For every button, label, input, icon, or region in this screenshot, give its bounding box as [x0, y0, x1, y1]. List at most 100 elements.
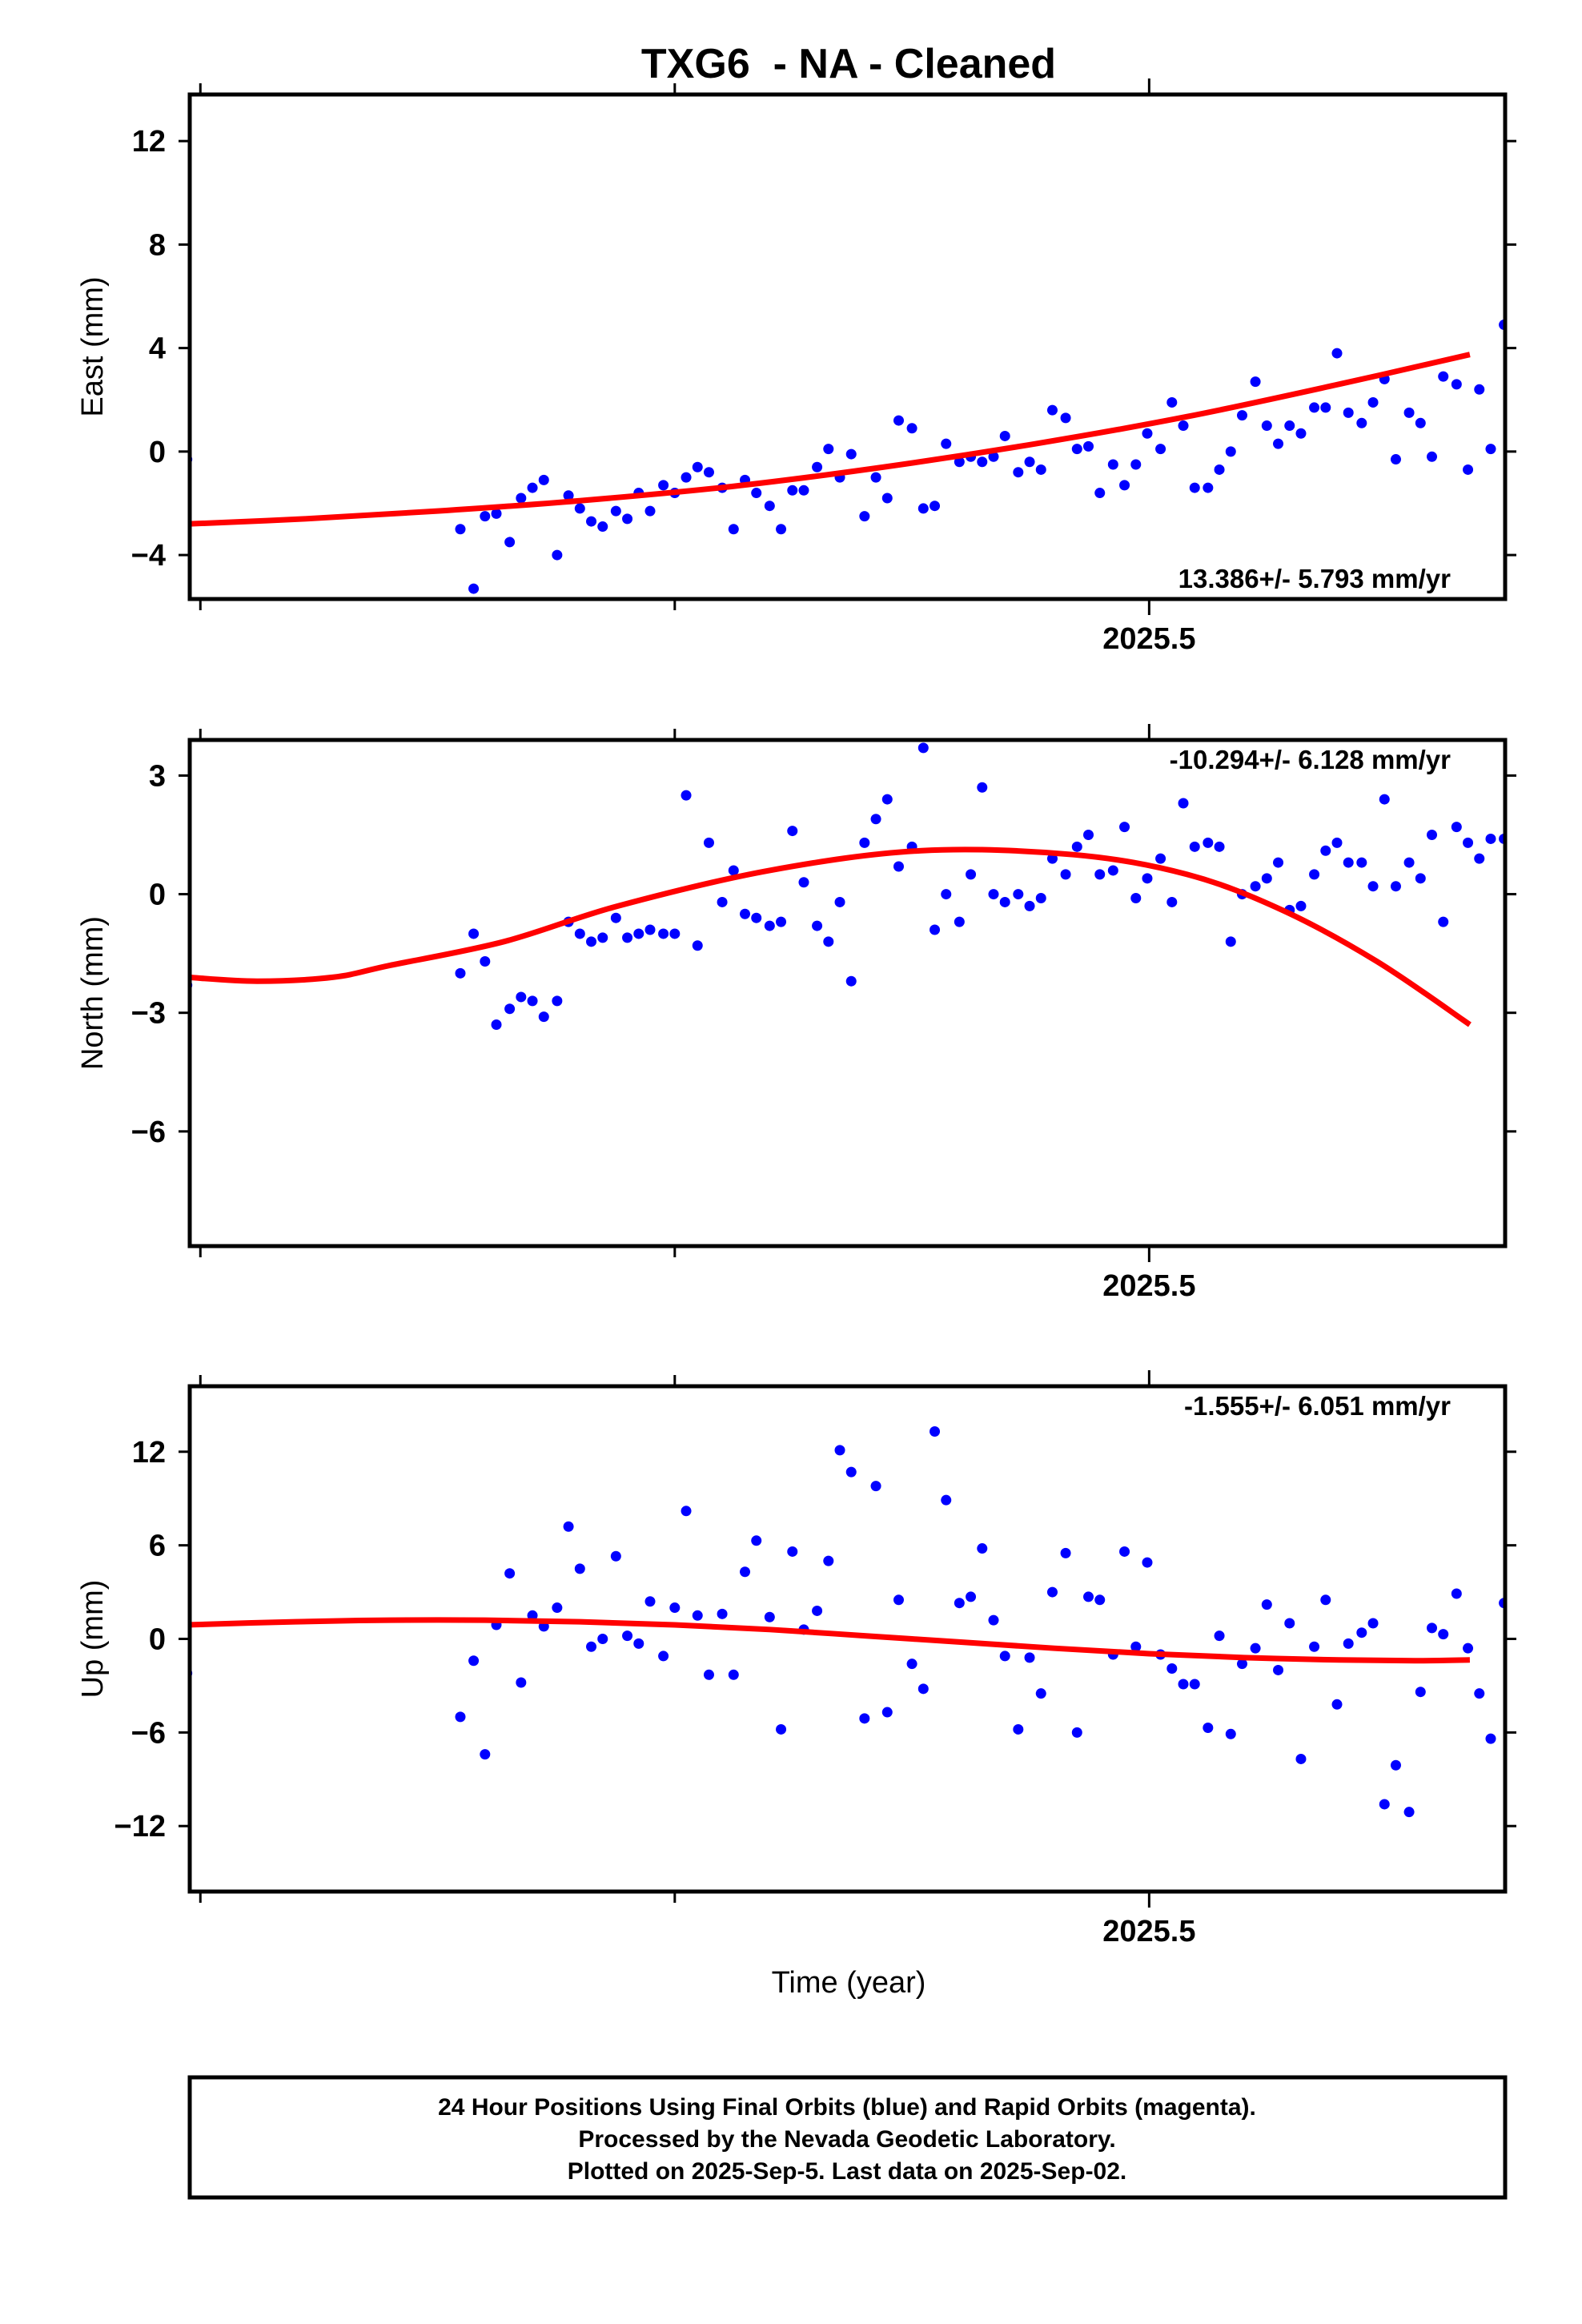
- east-final-point: [658, 480, 669, 491]
- east-final-point: [1094, 488, 1106, 499]
- up-final-point: [1130, 1641, 1142, 1652]
- up-final-point: [1013, 1723, 1024, 1735]
- east-final-point: [1013, 467, 1024, 478]
- north-panel: −6 −3 0 3 2025.5 North (mm) -10.294+/- 6.128 m…: [76, 724, 1555, 1303]
- up-final-point: [586, 1641, 597, 1652]
- east-final-point: [1544, 348, 1555, 359]
- up-final-point: [1309, 1641, 1320, 1652]
- north-final-point: [1203, 837, 1214, 848]
- east-final-point: [1130, 459, 1142, 470]
- north-final-point: [1083, 830, 1094, 840]
- up-final-point: [917, 1683, 929, 1695]
- east-panel: −4 0 4 8 12 2025.5 East (mm) 13.386+/- 5.793 mm…: [76, 78, 1568, 656]
- up-final-point: [1367, 1618, 1379, 1629]
- east-y-axis-label: East (mm): [76, 276, 110, 416]
- north-final-point: [740, 908, 751, 919]
- east-final-point: [1367, 396, 1379, 408]
- north-final-point: [1178, 798, 1189, 809]
- up-final-point: [681, 1506, 692, 1517]
- north-final-point: [1356, 857, 1367, 868]
- north-final-point: [586, 936, 597, 947]
- north-final-point: [622, 932, 633, 943]
- caption-line-1: 24 Hour Positions Using Final Orbits (bl…: [438, 2094, 1256, 2121]
- east-y-tick-label: −4: [131, 539, 166, 573]
- up-final-point: [1343, 1638, 1354, 1649]
- up-final-point: [1438, 1629, 1449, 1640]
- east-final-point: [917, 503, 929, 514]
- up-y-tick-label: 0: [149, 1623, 166, 1657]
- x-axis-label: Time (year): [772, 1966, 926, 2000]
- up-y-tick-label: 12: [132, 1436, 166, 1470]
- up-final-point: [480, 1749, 491, 1760]
- east-final-point: [597, 521, 608, 533]
- north-final-point: [1522, 952, 1532, 963]
- up-final-point: [703, 1669, 714, 1680]
- up-final-point: [1356, 1627, 1367, 1638]
- east-final-point: [527, 482, 538, 493]
- up-final-point: [1558, 1667, 1568, 1677]
- up-final-point: [1415, 1687, 1426, 1698]
- up-final-point: [1510, 1810, 1520, 1820]
- up-final-point: [516, 1677, 527, 1688]
- north-final-point: [610, 912, 621, 923]
- east-final-point: [1558, 420, 1568, 431]
- east-final-point: [941, 438, 952, 449]
- up-final-point: [845, 1466, 857, 1478]
- up-final-point: [552, 1602, 563, 1614]
- up-final-point: [1427, 1622, 1438, 1634]
- east-final-point: [1107, 459, 1118, 470]
- north-final-point: [1390, 881, 1401, 892]
- figure-title: TXG6 - NA - Cleaned: [641, 41, 1056, 87]
- north-final-point: [681, 790, 692, 801]
- east-final-point: [764, 501, 775, 512]
- east-final-point: [552, 549, 563, 561]
- east-final-point: [977, 456, 988, 468]
- east-points: [190, 320, 1568, 594]
- north-final-point: [1130, 893, 1142, 903]
- east-final-point: [1485, 444, 1496, 455]
- up-final-point: [834, 1445, 845, 1456]
- east-final-point: [1214, 464, 1225, 475]
- up-final-point: [1225, 1728, 1236, 1739]
- up-final-point: [1083, 1591, 1094, 1602]
- north-final-point: [1024, 900, 1035, 911]
- up-final-point: [1261, 1599, 1272, 1610]
- up-final-point: [776, 1723, 787, 1735]
- north-final-point: [1309, 869, 1320, 880]
- up-final-point: [622, 1630, 633, 1642]
- east-final-point: [1331, 348, 1343, 359]
- east-final-point: [1309, 402, 1320, 413]
- up-final-point: [1203, 1723, 1214, 1734]
- east-final-point: [491, 508, 502, 519]
- up-final-point: [1250, 1642, 1261, 1654]
- up-final-point: [1569, 1772, 1580, 1783]
- north-final-point: [1367, 881, 1379, 892]
- north-final-point: [1060, 869, 1071, 880]
- east-final-point: [893, 415, 904, 426]
- north-final-point: [1544, 1055, 1555, 1065]
- up-final-point: [966, 1591, 977, 1602]
- north-final-point: [812, 920, 823, 931]
- north-final-point: [764, 920, 775, 931]
- north-final-point: [1035, 893, 1046, 903]
- north-rate-text: -10.294+/- 6.128 mm/yr: [1170, 745, 1451, 774]
- north-final-point: [1343, 857, 1354, 868]
- north-final-point: [988, 889, 999, 900]
- east-final-point: [574, 503, 585, 514]
- north-final-point: [1189, 841, 1200, 852]
- east-final-point: [586, 516, 597, 527]
- east-final-point: [1510, 374, 1520, 384]
- north-final-point: [658, 928, 669, 939]
- east-final-point: [1119, 480, 1130, 491]
- up-final-point: [1035, 1688, 1046, 1699]
- east-final-point: [1343, 407, 1354, 418]
- up-final-point: [859, 1713, 870, 1724]
- east-final-point: [1071, 444, 1082, 455]
- north-final-point: [1166, 896, 1178, 907]
- up-final-point: [574, 1563, 585, 1574]
- caption-line-2: Processed by the Nevada Geodetic Laborat…: [578, 2126, 1115, 2153]
- north-final-point: [870, 814, 881, 825]
- east-final-point: [563, 490, 574, 501]
- east-final-point: [881, 493, 893, 504]
- east-final-point: [1178, 420, 1189, 432]
